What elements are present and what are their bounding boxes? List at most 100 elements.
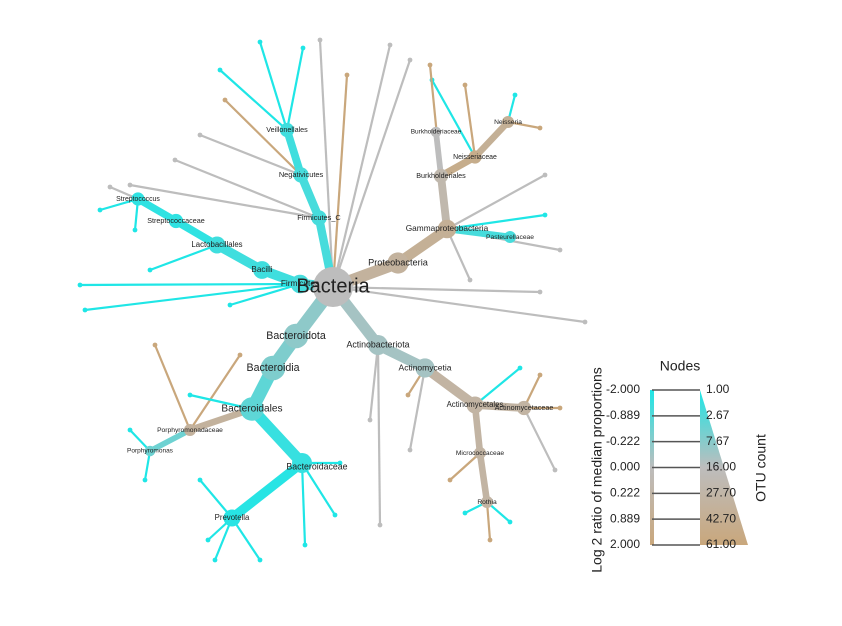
twig <box>301 462 336 516</box>
node <box>184 424 196 436</box>
twig-tip <box>332 512 338 518</box>
twig-tip <box>542 212 548 218</box>
twig-tip <box>337 460 343 466</box>
node <box>368 335 388 355</box>
node-label: Streptococcaceae <box>147 216 205 225</box>
node-label: Gammaproteobacteria <box>406 223 489 233</box>
node-label: Bacteroidia <box>247 362 300 374</box>
twig <box>189 354 241 431</box>
node-label: Burkholderiaceae <box>411 129 462 136</box>
color-title: Log 2 ratio of median proportions <box>589 367 605 572</box>
twig-tip <box>405 392 411 398</box>
twig <box>258 41 289 131</box>
size-tick-label: 61.00 <box>706 537 736 551</box>
node-label: Bacteria <box>296 275 370 297</box>
node <box>387 252 409 274</box>
twig-tip <box>507 519 513 525</box>
twig <box>219 69 288 131</box>
twig <box>523 407 556 471</box>
node-label: Bacteroidaceae <box>286 461 347 471</box>
twig-tip <box>257 39 263 45</box>
size-tick-label: 2.67 <box>706 408 730 422</box>
size-tick-label: 7.67 <box>706 434 730 448</box>
node-label: Bacilli <box>251 265 272 274</box>
twig <box>331 44 392 288</box>
edge <box>227 458 307 523</box>
twig <box>449 452 481 481</box>
twig-tip <box>512 92 518 98</box>
twig-tip <box>152 342 158 348</box>
twig <box>153 344 192 431</box>
twig-tip <box>344 72 350 78</box>
twig-tip <box>427 62 433 68</box>
size-title: OTU count <box>753 434 769 502</box>
node-label: Burkholderiales <box>416 171 466 180</box>
size-tick-label: 42.70 <box>706 511 736 525</box>
twig-tip <box>212 557 218 563</box>
twig <box>285 47 305 131</box>
twig-tip <box>82 307 88 313</box>
twig-tip <box>205 537 211 543</box>
size-tick-label: 1.00 <box>706 382 730 396</box>
edge <box>471 118 512 161</box>
node-label: Bacteroidales <box>221 404 282 415</box>
node <box>502 116 514 128</box>
twig-tip <box>142 477 148 483</box>
twig-tip <box>407 447 413 453</box>
twig-tip <box>127 427 133 433</box>
twig-tip <box>132 227 138 233</box>
node <box>131 192 145 206</box>
twig-tip <box>582 319 588 325</box>
twig <box>174 158 320 220</box>
twig-tip <box>217 67 223 73</box>
twig-tip <box>542 172 548 178</box>
node <box>437 219 457 239</box>
twig-tip <box>302 542 308 548</box>
twig-tip <box>197 477 203 483</box>
twig <box>84 282 301 312</box>
node-label: Veillonellales <box>266 125 308 134</box>
twig <box>368 344 380 421</box>
twig <box>129 183 320 220</box>
node <box>253 261 271 279</box>
node <box>208 236 226 254</box>
twig <box>331 59 412 288</box>
twig-tip <box>367 417 373 423</box>
twig <box>318 39 335 288</box>
twig <box>300 462 307 546</box>
twig-tip <box>172 157 178 163</box>
edge <box>246 403 308 469</box>
node-label: Actinomycetaceae <box>495 403 554 412</box>
twig <box>331 74 349 288</box>
node <box>433 168 449 184</box>
twig <box>229 282 301 307</box>
node <box>293 167 309 183</box>
node-label: Negativicutes <box>279 170 324 179</box>
node-label: Rothia <box>477 499 497 506</box>
twig-tip <box>537 289 543 295</box>
twig-tip <box>552 467 558 473</box>
node <box>223 509 241 527</box>
twig <box>199 133 302 177</box>
node <box>290 274 310 294</box>
legend: Nodes Log 2 ratio of median proportions … <box>589 358 769 573</box>
node-label: Pasteurellaceae <box>486 234 534 241</box>
edge <box>420 363 480 410</box>
node-label: Neisseria <box>494 119 522 126</box>
node-label: Prevotella <box>215 513 250 522</box>
node <box>311 210 327 226</box>
color-tick-label: -0.889 <box>606 408 640 422</box>
node <box>240 397 264 421</box>
labels: Bacteria Proteobacteria Gammaproteobacteri… <box>116 119 553 522</box>
twig <box>408 367 427 451</box>
twig-tip <box>557 405 563 411</box>
twig-tip <box>387 42 393 48</box>
twig-tip <box>97 207 103 213</box>
size-tick-label: 27.70 <box>706 486 736 500</box>
twig <box>485 501 492 541</box>
color-tick-label: 0.000 <box>610 460 640 474</box>
node <box>466 396 484 414</box>
node <box>260 355 286 381</box>
